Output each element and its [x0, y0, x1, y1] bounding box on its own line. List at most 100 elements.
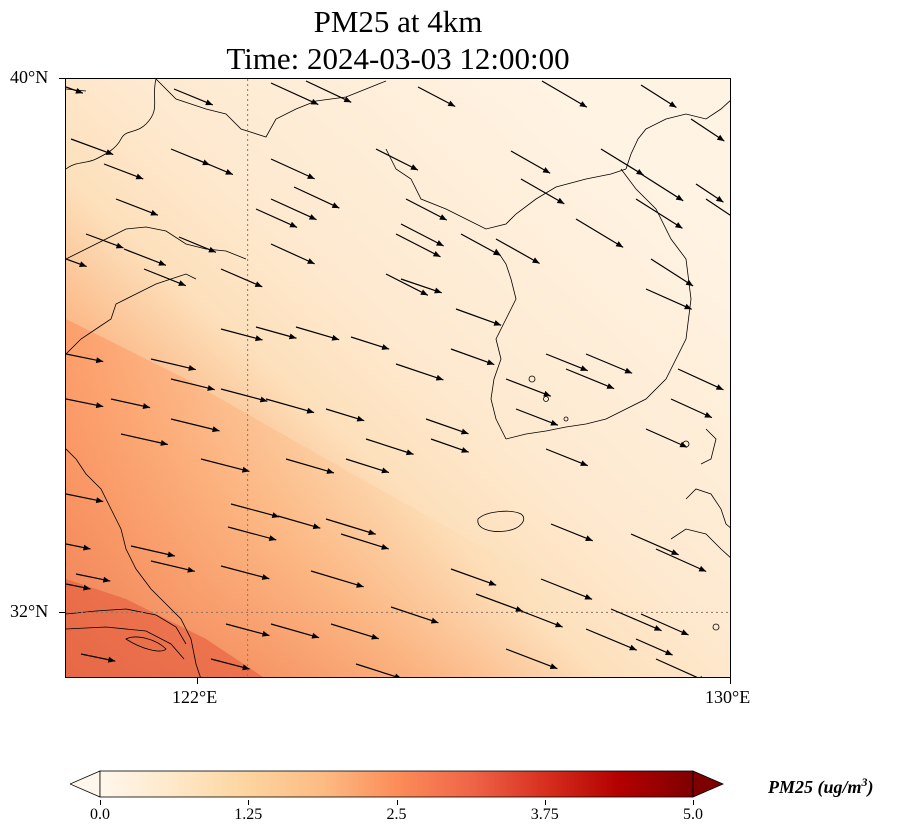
wind-arrow: [550, 523, 593, 542]
wind-arrow: [295, 326, 340, 341]
wind-arrow: [220, 388, 268, 403]
wind-arrow: [565, 368, 615, 390]
colorbar-extend-high: [692, 770, 725, 798]
wind-arrow: [545, 448, 589, 467]
wind-arrow: [505, 378, 552, 397]
colorbar-svg: [68, 770, 725, 798]
wind-arrow: [66, 86, 84, 94]
lat-tick-32: 32°N: [10, 601, 49, 621]
lon-tick-122: 122°E: [172, 687, 218, 707]
colorbar-title-close: ): [867, 777, 874, 797]
wind-arrow: [417, 86, 456, 108]
wind-arrow: [385, 273, 429, 296]
wind-arrow: [705, 198, 730, 216]
wind-arrow: [655, 548, 707, 573]
wind-arrow: [400, 223, 444, 247]
wind-arrow: [635, 198, 683, 229]
wind-arrow: [220, 328, 263, 342]
wind-arrows: [66, 80, 730, 677]
map-title-line1: PM25 at 4km: [313, 4, 483, 39]
wind-arrow: [293, 186, 340, 209]
pm25-max-corner: [66, 579, 263, 677]
wind-arrow: [350, 336, 390, 350]
wind-arrow: [75, 573, 111, 583]
wind-arrow: [650, 258, 694, 287]
colorbar: [68, 768, 725, 802]
wind-arrow: [450, 568, 497, 586]
wind-arrow: [630, 533, 679, 556]
colorbar-tick-mark: [693, 800, 694, 805]
wind-arrow: [515, 608, 563, 628]
wind-arrow: [66, 493, 104, 504]
colorbar-title-text: PM25 (ug/m: [768, 777, 862, 797]
wind-arrow: [640, 613, 689, 636]
lon-tick-mark-130: [730, 678, 731, 684]
wind-arrow: [600, 148, 644, 176]
wind-arrow: [270, 158, 315, 180]
wind-arrow: [150, 358, 196, 371]
wind-arrow: [460, 233, 501, 257]
wind-arrow: [265, 398, 315, 414]
wind-arrow: [585, 353, 633, 374]
wind-arrow: [330, 623, 379, 640]
wind-arrow: [285, 458, 335, 474]
lat-tick-40: 40°N: [10, 67, 49, 87]
wind-arrow: [495, 238, 540, 264]
colorbar-tick-mark: [100, 800, 101, 805]
wind-arrow: [230, 503, 280, 519]
wind-arrow: [670, 398, 713, 419]
wind-arrow: [645, 428, 688, 448]
wind-arrow: [220, 268, 263, 288]
wind-arrow: [690, 118, 725, 142]
wind-arrow: [645, 288, 692, 310]
wind-arrow: [640, 84, 677, 109]
wind-arrow: [505, 648, 558, 670]
wind-arrow: [395, 363, 444, 381]
gridlines: [66, 79, 730, 677]
map-title-line2: Time: 2024-03-03 12:00:00: [226, 41, 570, 76]
map-panel: [65, 78, 731, 678]
wind-arrow: [305, 80, 352, 103]
wind-arrow: [455, 308, 502, 326]
wind-arrow: [520, 178, 565, 205]
wind-arrow: [103, 163, 144, 180]
colorbar-tick-label: 3.75: [530, 806, 559, 823]
wind-arrow: [85, 233, 124, 249]
wind-arrow: [400, 278, 442, 294]
lat-tick-mark-40: [59, 78, 65, 79]
colorbar-tick-mark: [396, 800, 398, 805]
wind-arrow: [225, 623, 270, 637]
colorbar-body: [99, 770, 694, 798]
colorbar-tick-label: 0.0: [90, 806, 110, 823]
wind-arrow: [355, 663, 400, 677]
wind-arrow: [695, 183, 724, 203]
wind-arrow: [270, 82, 319, 106]
wind-arrow: [255, 208, 298, 228]
wind-arrow: [80, 653, 116, 663]
wind-arrow: [270, 243, 315, 265]
wind-arrow: [110, 398, 151, 410]
wind-arrow: [610, 608, 662, 632]
wind-arrow: [585, 628, 637, 651]
wind-arrow: [390, 606, 439, 624]
wind-arrow: [277, 515, 321, 530]
wind-arrow: [510, 150, 551, 174]
wind-arrow: [395, 233, 441, 258]
wind-arrow: [66, 353, 104, 364]
wind-arrow: [120, 433, 168, 446]
wind-arrow: [66, 258, 87, 268]
wind-arrow: [310, 570, 364, 588]
wind-arrow: [575, 218, 624, 248]
wind-arrow: [115, 198, 159, 216]
lat-tick-mark-32: [59, 612, 65, 613]
wind-arrow: [640, 173, 684, 202]
wind-arrow: [677, 368, 724, 391]
wind-arrow: [515, 408, 559, 426]
colorbar-title: PM25 (ug/m3): [768, 775, 874, 798]
wind-arrow: [143, 268, 187, 287]
wind-arrow: [66, 583, 91, 591]
wind-arrow: [123, 248, 167, 266]
wind-arrow: [270, 623, 320, 639]
colorbar-tick-label: 2.5: [386, 806, 407, 823]
wind-arrow: [545, 353, 589, 372]
